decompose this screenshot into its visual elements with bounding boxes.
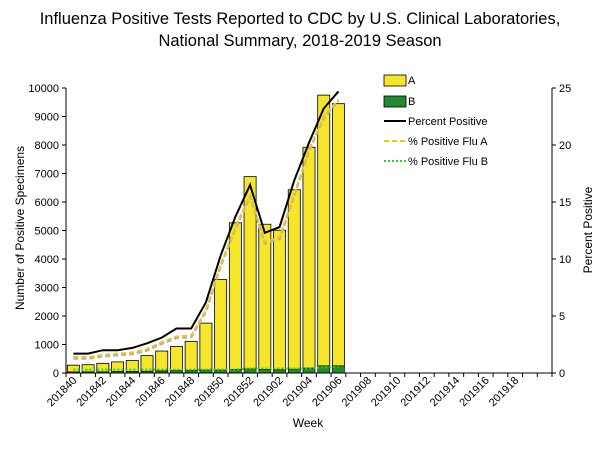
bar-a-201905 — [317, 94, 331, 367]
series-b-bars — [67, 365, 345, 374]
bar-a-201902 — [273, 229, 286, 371]
legend-label-flu-a: % Positive Flu A — [408, 136, 488, 148]
chart-title: Influenza Positive Tests Reported to CDC… — [0, 8, 600, 52]
bar-a-201906 — [332, 103, 345, 367]
left-tick-label: 10000 — [28, 83, 59, 95]
right-tick-label: 15 — [559, 197, 571, 209]
x-tick-label: 201906 — [310, 375, 344, 409]
bar-a-201849 — [199, 322, 213, 371]
right-tick-label: 20 — [559, 140, 571, 152]
left-tick-label: 7000 — [35, 169, 59, 181]
y-axis-label-left: Number of Positive Specimens — [13, 146, 27, 310]
left-tick-label: 8000 — [35, 140, 59, 152]
line-percent-flu-b — [73, 366, 339, 371]
left-tick-label: 6000 — [35, 197, 59, 209]
left-tick-label: 3000 — [35, 283, 59, 295]
legend-swatch-b — [383, 95, 407, 108]
legend-label-b: B — [408, 96, 415, 108]
bar-b-201905 — [317, 365, 331, 374]
bar-a-201848 — [184, 340, 198, 371]
left-tick-label: 9000 — [35, 112, 59, 124]
bar-a-201850 — [214, 279, 228, 371]
right-tick-label: 25 — [559, 83, 571, 95]
x-tick-label: 201852 — [222, 375, 256, 409]
x-tick-label: 201844 — [104, 375, 138, 409]
bar-a-201901 — [258, 223, 272, 370]
x-tick-label: 201916 — [457, 375, 491, 409]
x-tick-label: 201846 — [133, 375, 167, 409]
bar-a-201903 — [287, 189, 301, 370]
x-tick-label: 201848 — [163, 375, 197, 409]
series-a-bars — [66, 94, 345, 373]
x-tick-label: 201850 — [192, 375, 226, 409]
x-tick-label: 201918 — [487, 375, 521, 409]
bar-b-201903 — [287, 368, 301, 374]
bar-a-201844 — [125, 360, 139, 372]
x-tick-label: 201912 — [398, 375, 432, 409]
left-axis-ticks: 0 1000 2000 3000 4000 5000 6000 7000 8000 9000 100… — [28, 83, 66, 380]
bar-a-201846 — [155, 350, 169, 372]
chart-title-line1: Influenza Positive Tests Reported to CDC… — [39, 10, 561, 28]
chart-title-line2: National Summary, 2018-2019 Season — [158, 32, 442, 50]
bar-a-201851 — [228, 222, 242, 370]
x-tick-label: 201902 — [251, 375, 285, 409]
left-tick-label: 0 — [53, 368, 59, 380]
right-tick-label: 5 — [559, 311, 565, 323]
x-tick-label: 201842 — [74, 375, 108, 409]
left-tick-label: 1000 — [35, 340, 59, 352]
line-percent-flu-a — [73, 98, 340, 359]
line-percent-positive — [73, 90, 340, 355]
right-tick-label: 10 — [559, 254, 571, 266]
bar-a-201841 — [81, 364, 95, 373]
x-tick-label: 201910 — [369, 375, 403, 409]
right-tick-label: 0 — [559, 368, 565, 380]
left-tick-label: 2000 — [35, 311, 59, 323]
bar-b-201901 — [258, 369, 272, 374]
right-axis-ticks: 0 5 10 15 20 25 — [552, 83, 571, 380]
x-tick-label: 201908 — [340, 375, 374, 409]
x-tick-label: 201914 — [428, 375, 462, 409]
x-tick-label: 201904 — [281, 375, 315, 409]
legend-label-flu-b: % Positive Flu B — [408, 156, 488, 168]
bar-a-201904 — [302, 146, 316, 369]
percent-lines — [73, 90, 340, 371]
y-axis-label-right: Percent Positive — [581, 186, 595, 273]
legend-swatch-a — [383, 74, 407, 87]
bar-a-201847 — [170, 346, 183, 372]
x-axis-label: Week — [293, 416, 324, 430]
x-tick-label: 201840 — [45, 375, 79, 409]
legend: A B Percent Positive % Positive Flu A % … — [383, 74, 488, 168]
x-axis-ticks: 2018402018422018442018462018482018502018… — [45, 373, 553, 409]
legend-label-a: A — [408, 75, 416, 87]
legend-label-percent-positive: Percent Positive — [408, 116, 487, 128]
bar-b-201904 — [302, 367, 316, 374]
left-tick-label: 5000 — [35, 226, 59, 238]
left-tick-label: 4000 — [35, 254, 59, 266]
line-percent-flu-a-shadow — [73, 100, 340, 360]
